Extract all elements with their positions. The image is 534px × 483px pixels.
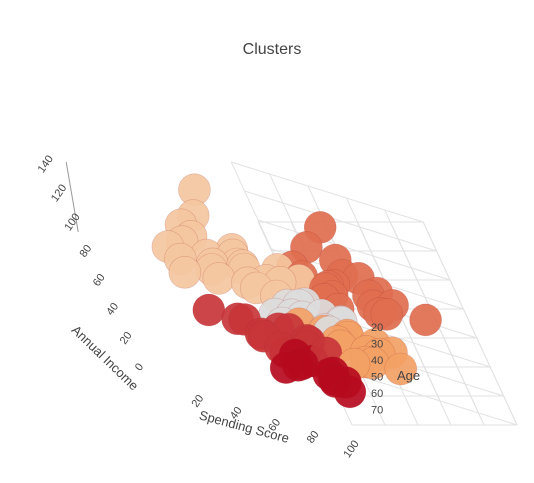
grid-line [231,161,424,223]
axis-line [65,161,79,233]
y-tick-label: 20 [190,393,207,410]
z-tick-label: 30 [371,339,383,351]
z-tick-label: 70 [371,405,383,417]
x-tick-label: 140 [36,153,56,175]
grid-line [422,221,518,426]
grid-line [257,219,451,281]
x-tick-label: 60 [91,272,108,289]
x-tick-label: 40 [104,301,121,318]
z-tick-label: 20 [371,322,383,334]
x-tick-label: 80 [78,243,95,260]
y-tick-label: 60 [266,417,283,434]
z-tick-label: 60 [371,388,383,400]
grid-line [244,190,437,252]
z-axis-title: Age [397,368,420,383]
data-point [168,255,202,289]
data-point [333,375,367,409]
y-axis-title: Spending Score [198,407,291,445]
data-point [192,293,226,327]
y-tick-label: 100 [341,438,361,460]
data-point [409,303,442,337]
data-point [269,351,303,384]
x-tick-label: 120 [49,182,69,204]
data-point [384,352,418,386]
x-tick-label: 100 [62,211,82,233]
z-tick-label: 40 [371,355,383,367]
y-tick-label: 40 [228,405,245,422]
age-axis-ticks: 20 30 40 50 60 70 [371,322,383,417]
data-point [370,298,404,331]
x-axis-title: Annual Income [69,322,142,393]
data-point [202,262,236,295]
x-tick-label: 0 [133,361,146,373]
chart-title: Clusters [243,41,302,58]
x-tick-label: 20 [118,330,135,347]
y-tick-label: 80 [305,429,322,446]
z-tick-label: 50 [371,372,383,384]
points-layer [151,173,442,409]
